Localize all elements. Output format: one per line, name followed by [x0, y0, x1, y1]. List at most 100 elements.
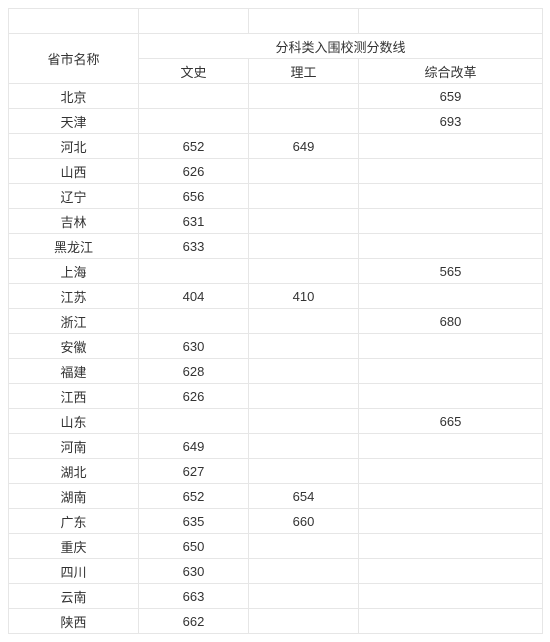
table-row: 陕西662	[9, 609, 543, 634]
table-row: 云南663	[9, 584, 543, 609]
cell-zh	[359, 559, 543, 584]
cell-lg: 654	[249, 484, 359, 509]
cell-ws: 404	[139, 284, 249, 309]
score-table: 省市名称 分科类入围校测分数线 文史 理工 综合改革 北京659天津693河北6…	[8, 8, 543, 634]
table-row: 山东 665	[9, 409, 543, 434]
cell-zh: 565	[359, 259, 543, 284]
cell-ws: 662	[139, 609, 249, 634]
table-row: 上海 565	[9, 259, 543, 284]
cell-lg: 649	[249, 134, 359, 159]
cell-province: 黑龙江	[9, 234, 139, 259]
table-row: 河南649	[9, 434, 543, 459]
cell-province: 山东	[9, 409, 139, 434]
cell-zh: 665	[359, 409, 543, 434]
table-row: 辽宁656	[9, 184, 543, 209]
cell-lg	[249, 359, 359, 384]
cell-ws: 663	[139, 584, 249, 609]
cell-zh	[359, 134, 543, 159]
cell-ws: 652	[139, 134, 249, 159]
table-row: 湖南652654	[9, 484, 543, 509]
blank-header-row	[9, 9, 543, 34]
cell-lg	[249, 309, 359, 334]
cell-province: 上海	[9, 259, 139, 284]
table-body: 北京659天津693河北652649山西626辽宁656吉林631黑龙江633上…	[9, 84, 543, 634]
cell-province: 湖南	[9, 484, 139, 509]
cell-ws: 626	[139, 384, 249, 409]
table-row: 广东635660	[9, 509, 543, 534]
cell-ws	[139, 309, 249, 334]
cell-province: 江西	[9, 384, 139, 409]
cell-lg: 410	[249, 284, 359, 309]
table-row: 湖北627	[9, 459, 543, 484]
cell-province: 四川	[9, 559, 139, 584]
table-row: 安徽630	[9, 334, 543, 359]
cell-lg	[249, 384, 359, 409]
cell-zh: 693	[359, 109, 543, 134]
table-row: 河北652649	[9, 134, 543, 159]
cell-province: 天津	[9, 109, 139, 134]
cell-ws: 628	[139, 359, 249, 384]
table-row: 重庆650	[9, 534, 543, 559]
cell-ws: 633	[139, 234, 249, 259]
cell-zh	[359, 284, 543, 309]
cell-lg	[249, 234, 359, 259]
cell-province: 江苏	[9, 284, 139, 309]
cell-zh	[359, 334, 543, 359]
cell-ws: 650	[139, 534, 249, 559]
blank-cell	[139, 9, 249, 34]
blank-cell	[9, 9, 139, 34]
cell-province: 浙江	[9, 309, 139, 334]
table-row: 江苏404410	[9, 284, 543, 309]
cell-lg	[249, 334, 359, 359]
blank-cell	[249, 9, 359, 34]
header-row-1: 省市名称 分科类入围校测分数线	[9, 34, 543, 59]
cell-ws: 656	[139, 184, 249, 209]
cell-lg	[249, 459, 359, 484]
table-row: 吉林631	[9, 209, 543, 234]
cell-province: 河南	[9, 434, 139, 459]
cell-province: 广东	[9, 509, 139, 534]
cell-zh	[359, 584, 543, 609]
cell-ws: 627	[139, 459, 249, 484]
cell-province: 湖北	[9, 459, 139, 484]
col-lg-header: 理工	[249, 59, 359, 84]
cell-ws	[139, 409, 249, 434]
cell-zh	[359, 209, 543, 234]
cell-lg	[249, 584, 359, 609]
cell-zh	[359, 509, 543, 534]
table-row: 天津 693	[9, 109, 543, 134]
cell-ws: 635	[139, 509, 249, 534]
cell-zh	[359, 234, 543, 259]
table-row: 黑龙江633	[9, 234, 543, 259]
cell-lg: 660	[249, 509, 359, 534]
cell-ws: 630	[139, 334, 249, 359]
col-province-header: 省市名称	[9, 34, 139, 84]
table-row: 江西626	[9, 384, 543, 409]
cell-ws	[139, 84, 249, 109]
table-row: 北京659	[9, 84, 543, 109]
table-row: 福建628	[9, 359, 543, 384]
cell-lg	[249, 559, 359, 584]
cell-province: 辽宁	[9, 184, 139, 209]
cell-zh	[359, 434, 543, 459]
cell-ws: 626	[139, 159, 249, 184]
cell-zh	[359, 459, 543, 484]
cell-lg	[249, 434, 359, 459]
cell-lg	[249, 159, 359, 184]
cell-zh	[359, 609, 543, 634]
cell-ws: 631	[139, 209, 249, 234]
blank-cell	[359, 9, 543, 34]
cell-lg	[249, 409, 359, 434]
cell-lg	[249, 109, 359, 134]
cell-lg	[249, 84, 359, 109]
cell-ws	[139, 259, 249, 284]
cell-lg	[249, 209, 359, 234]
cell-province: 北京	[9, 84, 139, 109]
col-group-header: 分科类入围校测分数线	[139, 34, 543, 59]
cell-province: 吉林	[9, 209, 139, 234]
cell-zh	[359, 534, 543, 559]
cell-lg	[249, 534, 359, 559]
cell-province: 山西	[9, 159, 139, 184]
cell-ws	[139, 109, 249, 134]
cell-zh	[359, 359, 543, 384]
